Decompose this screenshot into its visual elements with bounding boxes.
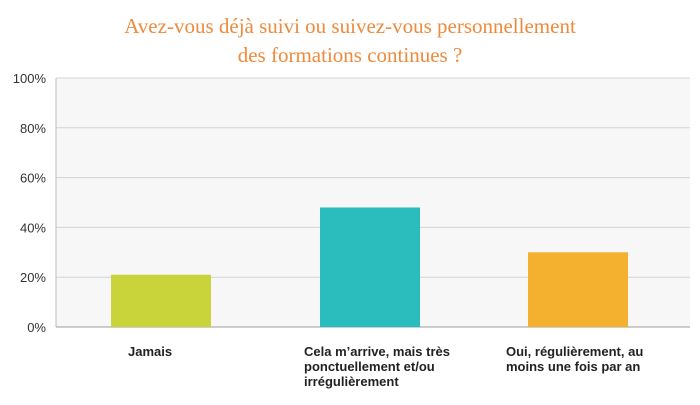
y-tick-label: 20% xyxy=(20,270,46,285)
y-tick-label: 100% xyxy=(13,71,47,86)
y-tick-label: 40% xyxy=(20,220,46,235)
chart-title-line-2: des formations continues ? xyxy=(237,43,463,67)
y-tick-label: 80% xyxy=(20,121,46,136)
category-label-regulierement: Oui, régulièrement, au moins une fois pa… xyxy=(506,344,644,374)
y-tick-label: 60% xyxy=(20,171,46,186)
y-tick-label: 0% xyxy=(27,320,46,335)
category-label-jamais: Jamais xyxy=(128,344,173,359)
category-label-ponctuellement: Cela m’arrive, mais très ponctuellement … xyxy=(304,344,450,389)
chart-title: Avez-vous déjà suivi ou suivez-vous pers… xyxy=(0,12,700,70)
bar-2 xyxy=(320,207,420,327)
bar-3 xyxy=(528,252,628,327)
chart-title-line-1: Avez-vous déjà suivi ou suivez-vous pers… xyxy=(124,14,576,38)
bar-1 xyxy=(111,274,211,327)
